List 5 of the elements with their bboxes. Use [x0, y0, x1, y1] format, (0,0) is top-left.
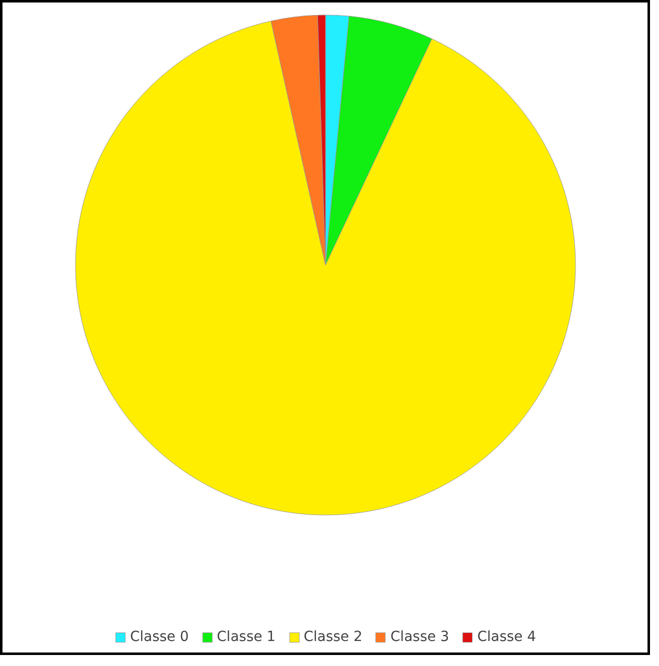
legend-label: Classe 3 — [390, 629, 450, 645]
legend-label: Classe 1 — [216, 629, 276, 645]
legend-label: Classe 4 — [477, 629, 536, 645]
legend-label: Classe 0 — [130, 629, 189, 645]
legend-label: Classe 2 — [304, 629, 362, 645]
